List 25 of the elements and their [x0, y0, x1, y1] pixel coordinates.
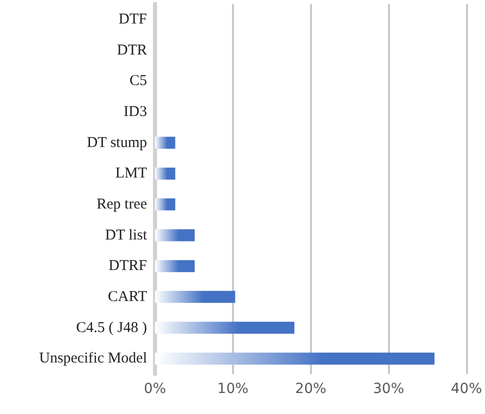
y-tick-label: DT stump: [86, 134, 147, 151]
y-tick-label: Rep tree: [96, 196, 148, 212]
bar: [155, 198, 176, 210]
bar: [155, 322, 294, 334]
x-tick-label: 0%: [144, 381, 166, 397]
y-tick-label: CART: [108, 288, 147, 305]
y-tick-label: C5: [129, 73, 147, 90]
x-tick-label: 30%: [373, 381, 404, 397]
y-tick-label: DT list: [105, 227, 148, 244]
bar: [155, 352, 435, 365]
y-tick-label: DTR: [117, 42, 147, 58]
bar: [155, 290, 236, 303]
y-tick-label: LMT: [115, 166, 147, 182]
bar: [155, 136, 176, 149]
x-tick-label: 20%: [295, 381, 326, 397]
x-tick-label: 10%: [217, 381, 248, 397]
y-tick-label: DTF: [118, 11, 147, 28]
x-tick-label: 40%: [450, 381, 482, 397]
y-tick-label: C4.5 ( J48 ): [76, 320, 147, 336]
y-tick-label: ID3: [124, 104, 147, 120]
bar: [155, 260, 195, 272]
y-tick-label: DTRF: [108, 258, 147, 274]
bar: [155, 168, 176, 180]
y-tick-label: Unspecific Model: [39, 350, 147, 367]
bar: [155, 229, 195, 242]
